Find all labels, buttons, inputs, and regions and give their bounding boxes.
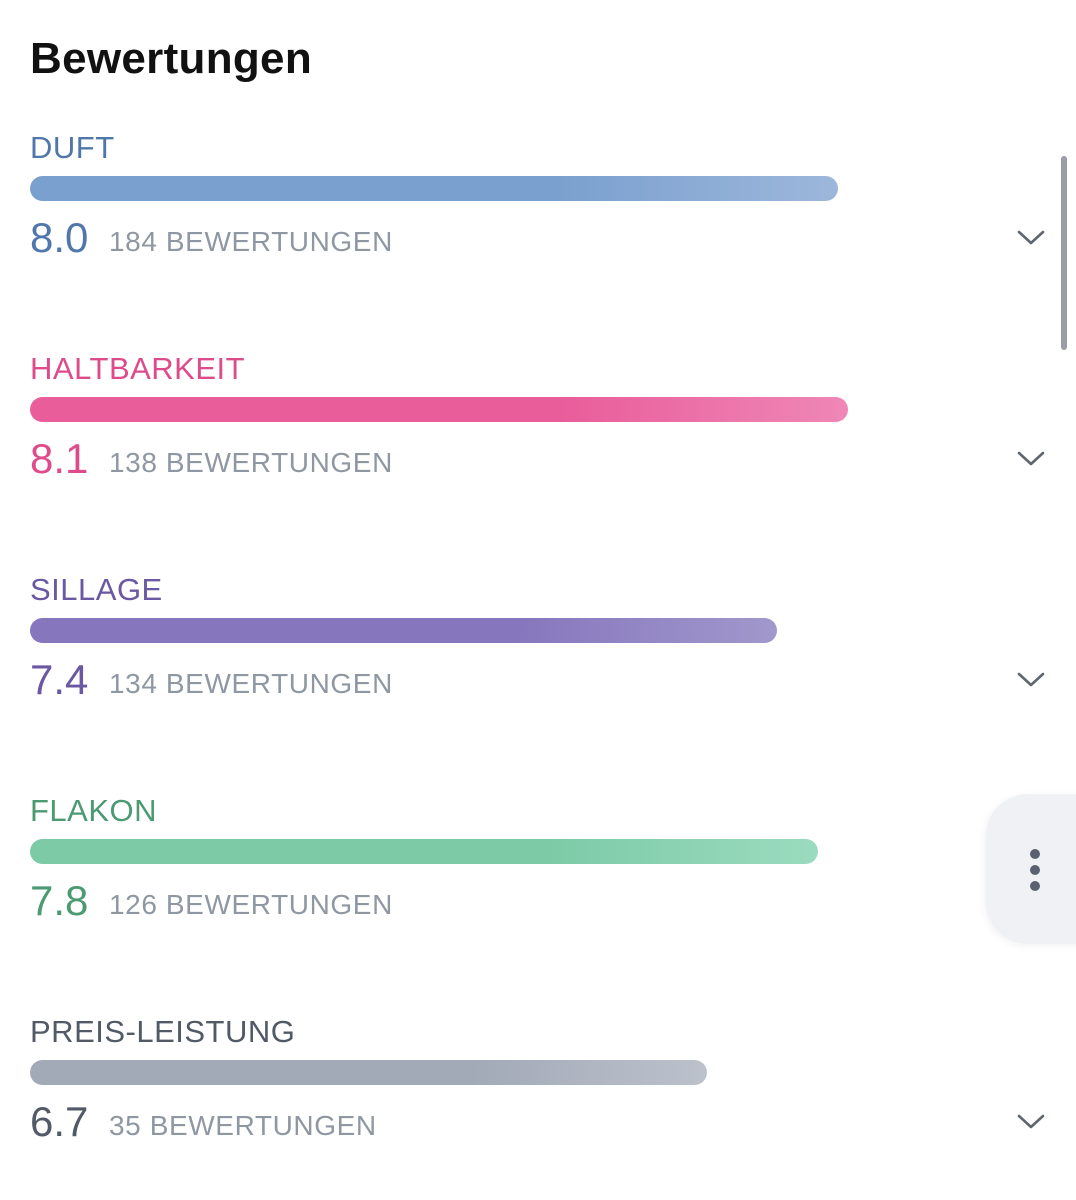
more-vertical-icon bbox=[1030, 865, 1040, 875]
rating-score: 7.8 bbox=[30, 877, 89, 924]
rating-count: 134 BEWERTUNGEN bbox=[109, 668, 393, 699]
rating-count: 138 BEWERTUNGEN bbox=[109, 447, 393, 478]
rating-label: HALTBARKEIT bbox=[30, 351, 246, 386]
rating-label: SILLAGE bbox=[30, 572, 163, 607]
rating-bar bbox=[30, 176, 1040, 201]
rating-bar-fill bbox=[30, 839, 818, 864]
rating-label: PREIS-LEISTUNG bbox=[30, 1014, 296, 1049]
chevron-down-icon[interactable] bbox=[1014, 1104, 1048, 1138]
rating-bar-fill bbox=[30, 618, 777, 643]
rating-label: DUFT bbox=[30, 130, 115, 165]
rating-count: 126 BEWERTUNGEN bbox=[109, 889, 393, 920]
page-title: Bewertungen bbox=[30, 34, 312, 83]
rating-bar-fill bbox=[30, 176, 838, 201]
rating-haltbarkeit[interactable]: HALTBARKEIT 8.1 138 BEWERTUNGEN bbox=[30, 351, 1050, 511]
rating-count: 35 BEWERTUNGEN bbox=[109, 1110, 377, 1141]
more-vertical-icon bbox=[1030, 881, 1040, 891]
rating-score: 6.7 bbox=[30, 1098, 89, 1145]
rating-count: 184 BEWERTUNGEN bbox=[109, 226, 393, 257]
chevron-down-icon[interactable] bbox=[1014, 441, 1048, 475]
rating-bar bbox=[30, 839, 1040, 864]
scrollbar[interactable] bbox=[1061, 156, 1067, 350]
rating-preis-leistung[interactable]: PREIS-LEISTUNG 6.7 35 BEWERTUNGEN bbox=[30, 1014, 1050, 1174]
rating-bar bbox=[30, 397, 1040, 422]
rating-sillage[interactable]: SILLAGE 7.4 134 BEWERTUNGEN bbox=[30, 572, 1050, 732]
rating-duft[interactable]: DUFT 8.0 184 BEWERTUNGEN bbox=[30, 130, 1050, 290]
rating-flakon[interactable]: FLAKON 7.8 126 BEWERTUNGEN bbox=[30, 793, 1050, 953]
rating-score: 8.1 bbox=[30, 435, 89, 482]
chevron-down-icon[interactable] bbox=[1014, 662, 1048, 696]
rating-bar-fill bbox=[30, 1060, 707, 1085]
rating-bar bbox=[30, 1060, 1040, 1085]
rating-bar bbox=[30, 618, 1040, 643]
more-vertical-icon bbox=[1030, 849, 1040, 859]
rating-bar-fill bbox=[30, 397, 848, 422]
rating-score: 8.0 bbox=[30, 214, 89, 261]
rating-score: 7.4 bbox=[30, 656, 89, 703]
chevron-down-icon[interactable] bbox=[1014, 220, 1048, 254]
more-options-button[interactable] bbox=[986, 794, 1076, 944]
rating-label: FLAKON bbox=[30, 793, 158, 828]
